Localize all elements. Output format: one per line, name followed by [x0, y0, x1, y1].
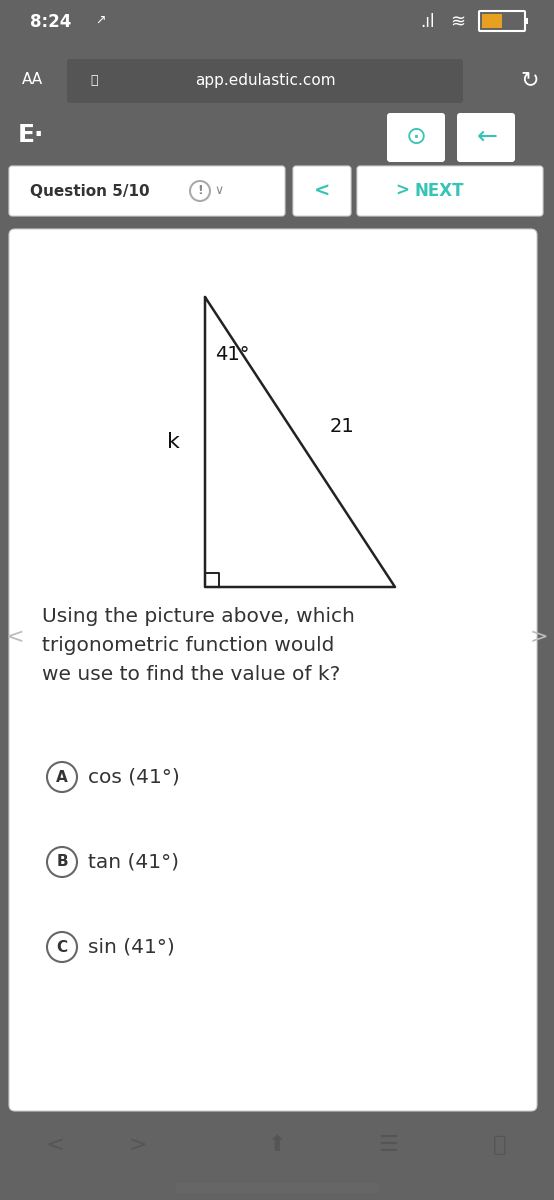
Circle shape	[47, 847, 77, 877]
Text: 21: 21	[330, 418, 355, 437]
Text: <: <	[6, 626, 24, 647]
Text: C: C	[57, 940, 68, 954]
Bar	[524, 18, 528, 24]
Text: 🔒: 🔒	[90, 73, 98, 86]
Text: app.edulastic.com: app.edulastic.com	[194, 72, 335, 88]
Text: Using the picture above, which
trigonometric function would
we use to find the v: Using the picture above, which trigonome…	[42, 607, 355, 684]
Text: B: B	[56, 854, 68, 870]
Text: Question 5/10: Question 5/10	[30, 184, 150, 198]
Text: sin (41°): sin (41°)	[88, 937, 175, 956]
FancyBboxPatch shape	[67, 59, 463, 103]
Text: <: <	[45, 1135, 64, 1154]
FancyBboxPatch shape	[9, 229, 537, 1111]
Text: ⊙: ⊙	[406, 125, 427, 149]
Text: ⬆: ⬆	[268, 1135, 286, 1154]
Circle shape	[47, 762, 77, 792]
Text: AA: AA	[22, 72, 43, 88]
FancyBboxPatch shape	[457, 113, 515, 162]
Text: k: k	[167, 432, 179, 452]
Text: ↗: ↗	[95, 13, 105, 26]
FancyBboxPatch shape	[387, 113, 445, 162]
Text: 8:24: 8:24	[30, 13, 71, 31]
Text: 41°: 41°	[215, 346, 249, 364]
Text: ←: ←	[476, 125, 497, 149]
Text: tan (41°): tan (41°)	[88, 852, 179, 871]
Text: .ıl: .ıl	[420, 13, 434, 31]
Text: ≋: ≋	[450, 13, 465, 31]
Text: !: !	[197, 185, 203, 198]
Text: >: >	[530, 626, 548, 647]
Circle shape	[47, 932, 77, 962]
Text: NEXT: NEXT	[415, 182, 464, 200]
Bar	[482, 14, 502, 28]
Text: <: <	[314, 181, 330, 200]
FancyBboxPatch shape	[9, 166, 285, 216]
Text: ☰: ☰	[378, 1135, 398, 1154]
FancyBboxPatch shape	[176, 1183, 378, 1193]
Text: ⧉: ⧉	[493, 1135, 507, 1154]
Text: A: A	[56, 769, 68, 785]
Text: cos (41°): cos (41°)	[88, 768, 179, 786]
Text: E·: E·	[18, 122, 44, 146]
Text: ↻: ↻	[521, 70, 539, 90]
Text: >: >	[395, 182, 409, 200]
Text: >: >	[129, 1135, 147, 1154]
FancyBboxPatch shape	[293, 166, 351, 216]
Text: ∨: ∨	[214, 185, 223, 198]
FancyBboxPatch shape	[357, 166, 543, 216]
